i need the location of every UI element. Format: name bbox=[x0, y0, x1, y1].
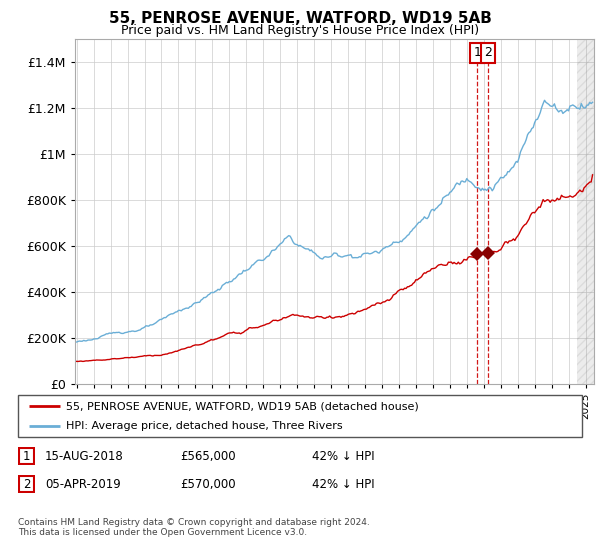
FancyBboxPatch shape bbox=[19, 449, 34, 464]
Text: 05-APR-2019: 05-APR-2019 bbox=[45, 478, 121, 491]
Text: 55, PENROSE AVENUE, WATFORD, WD19 5AB (detached house): 55, PENROSE AVENUE, WATFORD, WD19 5AB (d… bbox=[66, 401, 419, 411]
Text: 15-AUG-2018: 15-AUG-2018 bbox=[45, 450, 124, 463]
Text: 2: 2 bbox=[23, 478, 30, 491]
Bar bbox=[577, 39, 594, 384]
Text: £570,000: £570,000 bbox=[180, 478, 236, 491]
Text: 55, PENROSE AVENUE, WATFORD, WD19 5AB: 55, PENROSE AVENUE, WATFORD, WD19 5AB bbox=[109, 11, 491, 26]
Text: Contains HM Land Registry data © Crown copyright and database right 2024.
This d: Contains HM Land Registry data © Crown c… bbox=[18, 518, 370, 538]
Text: 42% ↓ HPI: 42% ↓ HPI bbox=[312, 478, 374, 491]
Text: HPI: Average price, detached house, Three Rivers: HPI: Average price, detached house, Thre… bbox=[66, 421, 343, 431]
Text: 2: 2 bbox=[484, 46, 492, 59]
Text: 42% ↓ HPI: 42% ↓ HPI bbox=[312, 450, 374, 463]
FancyBboxPatch shape bbox=[19, 477, 34, 492]
Text: 1: 1 bbox=[23, 450, 30, 463]
Text: Price paid vs. HM Land Registry's House Price Index (HPI): Price paid vs. HM Land Registry's House … bbox=[121, 24, 479, 36]
FancyBboxPatch shape bbox=[18, 395, 582, 437]
Text: £565,000: £565,000 bbox=[180, 450, 236, 463]
Text: 1: 1 bbox=[473, 46, 481, 59]
